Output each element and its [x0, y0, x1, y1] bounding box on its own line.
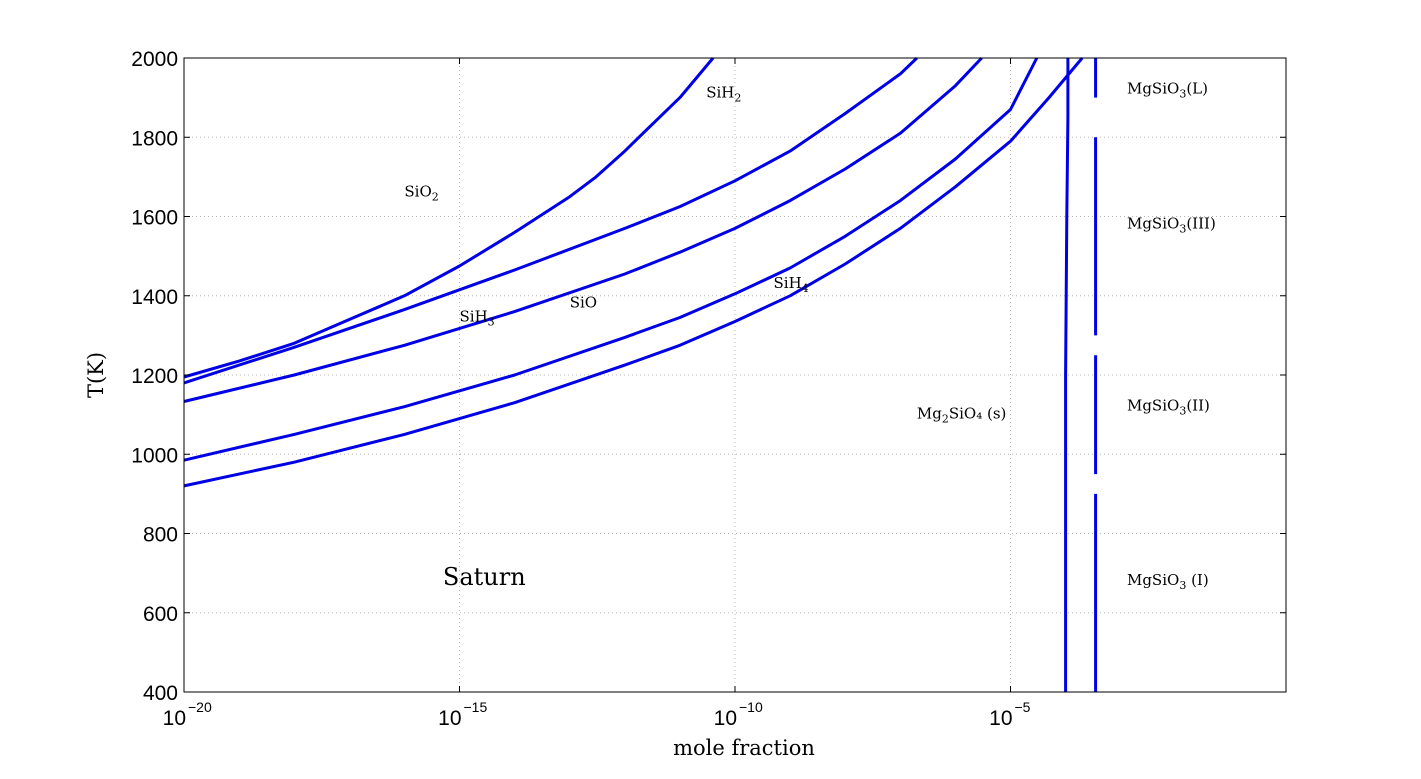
annotation-mg2sio4: Mg2SiO₄ (s) [917, 405, 1007, 426]
x-tick-label: 10 −15 [438, 699, 487, 730]
x-tick-label: 10 −10 [714, 699, 763, 730]
x-tick-base: 10 [714, 707, 737, 730]
annotation-sih4: SiH4 [774, 274, 809, 295]
x-tick-base: 10 [989, 707, 1012, 730]
y-tick-label: 1000 [131, 444, 178, 467]
y-tick-label: 1200 [131, 365, 178, 388]
series-line-mg2sio4 [1064, 58, 1070, 692]
x-tick-label: 10 −5 [989, 699, 1031, 730]
x-tick-base: 10 [163, 707, 186, 730]
y-tick-label: 1800 [131, 127, 178, 150]
annotation-mgsio3-I: MgSiO3 (I) [1127, 571, 1209, 592]
annotation-mgsio3-II: MgSiO3(II) [1127, 397, 1210, 418]
annotation-sio2: SiO2 [404, 183, 438, 204]
x-tick-label: 10 −20 [163, 699, 212, 730]
grid-lines [184, 58, 1286, 692]
x-tick-exponent: −10 [739, 699, 763, 715]
series-line-sih2 [183, 56, 918, 385]
annotation-sih3: SiH3 [460, 308, 495, 329]
y-tick-label: 2000 [131, 48, 178, 71]
y-tick-label: 800 [143, 524, 178, 547]
x-tick-base: 10 [438, 707, 461, 730]
annotations: SiO2 SiH2 SiO SiH4 SiH3 Mg2SiO₄ (s) MgSiO3(L) M… [404, 80, 1215, 592]
x-tick-exponent: −20 [188, 699, 212, 715]
series-line-sih4 [183, 57, 1084, 488]
annotation-mgsio3-III: MgSiO3(III) [1127, 214, 1216, 235]
annotation-mgsio3-L: MgSiO3(L) [1127, 80, 1208, 101]
y-tick-label: 1600 [131, 207, 178, 230]
annotation-saturn: Saturn [443, 563, 526, 591]
x-tick-exponent: −5 [1015, 699, 1031, 715]
series-line-sih3 [183, 56, 983, 403]
series-line-sio2 [183, 57, 715, 379]
y-axis-title: T(K) [84, 352, 108, 398]
series-line-sio [183, 57, 1039, 462]
annotation-sih2: SiH2 [706, 84, 741, 105]
y-tick-label: 1400 [131, 286, 178, 309]
y-tick-label: 400 [143, 682, 178, 705]
x-axis-title: mole fraction [673, 736, 815, 760]
y-tick-label: 600 [143, 603, 178, 626]
series-lines [183, 56, 1098, 692]
x-tick-exponent: −15 [464, 699, 488, 715]
annotation-sio: SiO [570, 294, 597, 312]
